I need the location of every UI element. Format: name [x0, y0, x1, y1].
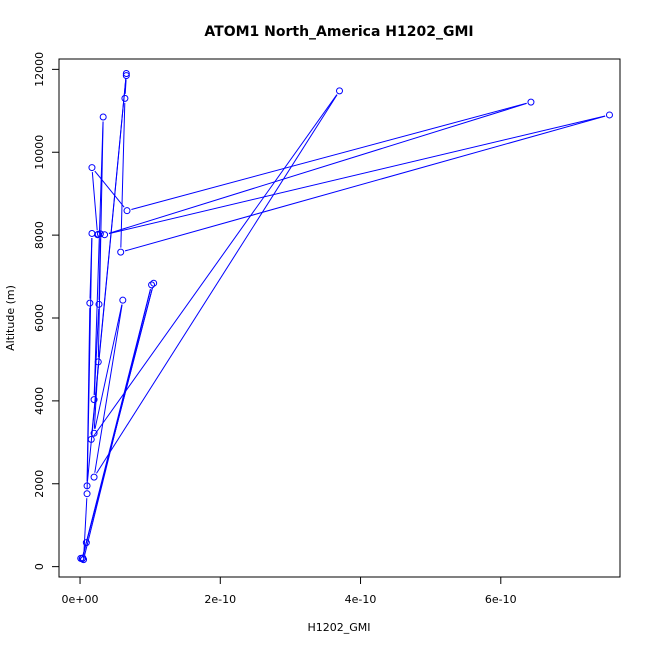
data-point	[90, 473, 98, 481]
x-tick-label: 2e-10	[204, 593, 236, 606]
data-point	[82, 539, 90, 547]
data-point	[88, 164, 96, 172]
data-point	[94, 231, 102, 239]
data-point	[527, 98, 535, 106]
data-point	[90, 396, 98, 404]
data-point	[605, 111, 613, 119]
data-point	[119, 296, 127, 304]
x-axis: 0e+00 2e-10 4e-10 6e-10	[62, 576, 517, 606]
data-point	[87, 435, 95, 443]
data-point	[86, 299, 94, 307]
series-segment	[98, 238, 101, 300]
data-point	[80, 556, 88, 564]
data-point	[88, 229, 96, 237]
data-point	[99, 113, 107, 121]
series-segment	[83, 498, 88, 556]
series-segment	[124, 80, 127, 94]
series-segment	[93, 94, 338, 437]
data-point	[117, 248, 125, 256]
data-point	[122, 72, 130, 80]
series-segment	[93, 308, 100, 396]
data-point	[94, 358, 102, 366]
data-point	[150, 279, 158, 287]
data-point	[336, 87, 343, 95]
y-tick-label: 6000	[33, 304, 46, 332]
series-segment	[108, 102, 527, 234]
series-segment	[120, 102, 126, 248]
series-segment	[89, 237, 93, 299]
data-point	[95, 300, 103, 308]
data-point	[90, 429, 98, 437]
x-tick-label: 4e-10	[345, 593, 377, 606]
series-points	[77, 70, 613, 564]
series-segment	[86, 307, 91, 482]
series-segment	[94, 304, 123, 473]
y-tick-label: 4000	[33, 387, 46, 415]
data-point	[121, 94, 129, 102]
data-point	[83, 482, 91, 490]
data-point	[101, 231, 109, 239]
series-segment	[84, 289, 151, 556]
x-tick-label: 0e+00	[62, 593, 99, 606]
series-lines	[82, 77, 606, 556]
series-segment	[93, 121, 104, 396]
y-tick-label: 0	[33, 563, 46, 570]
y-tick-label: 8000	[33, 221, 46, 249]
series-segment	[108, 115, 606, 235]
data-point	[78, 555, 86, 563]
data-point	[123, 207, 131, 215]
x-tick-label: 6e-10	[485, 593, 517, 606]
chart-title: ATOM1 North_America H1202_GMI	[204, 24, 473, 40]
data-point	[122, 70, 130, 78]
y-tick-label: 10000	[33, 135, 46, 170]
y-tick-label: 2000	[33, 470, 46, 498]
data-point	[83, 490, 91, 498]
y-axis: 0 2000 4000 6000 8000 10000 12000	[33, 52, 60, 570]
series-segment	[96, 94, 338, 474]
y-axis-label: Altitude (m)	[4, 285, 17, 351]
series-segment	[94, 304, 123, 429]
series-segment	[131, 102, 527, 210]
series-segment	[91, 172, 98, 231]
data-point	[148, 281, 156, 289]
series-segment	[124, 115, 606, 252]
x-axis-label: H1202_GMI	[307, 621, 370, 634]
y-tick-label: 12000	[33, 52, 46, 87]
series-segment	[94, 170, 125, 208]
